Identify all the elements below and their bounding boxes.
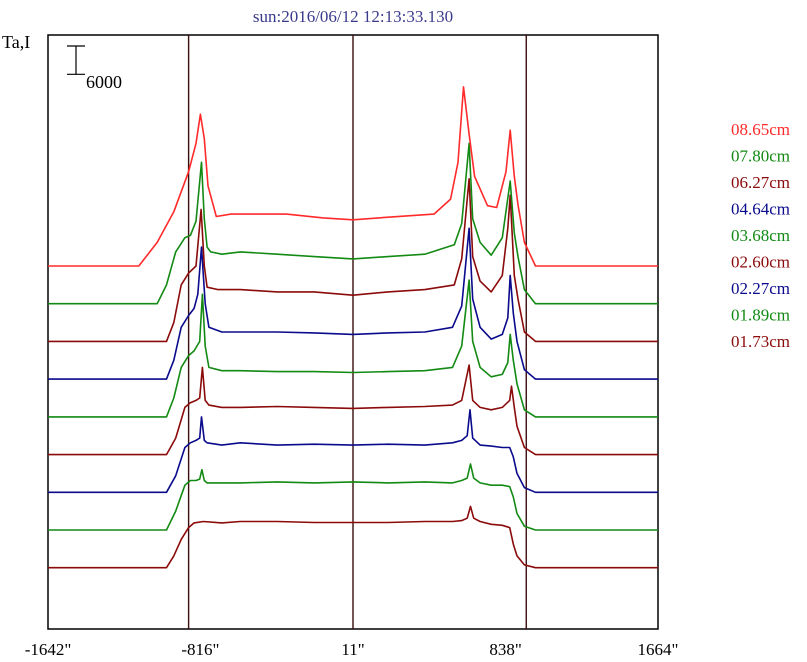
series-line-07.80cm <box>48 142 658 305</box>
x-tick-label-0: -1642" <box>25 640 72 659</box>
legend-entry-02.60cm: 02.60cm <box>731 253 790 272</box>
series-line-01.89cm <box>48 463 658 531</box>
legend-entry-02.27cm: 02.27cm <box>731 279 790 298</box>
series-line-02.27cm <box>48 408 658 494</box>
series-line-08.65cm <box>48 86 658 267</box>
legend: 08.65cm 07.80cm 06.27cm 04.64cm 03.68cm 02.60… <box>731 120 790 351</box>
x-tick-label-1: -816" <box>181 640 219 659</box>
x-tick-label-3: 838" <box>489 640 521 659</box>
legend-entry-08.65cm: 08.65cm <box>731 120 790 139</box>
series-line-04.64cm <box>48 227 658 380</box>
legend-entry-06.27cm: 06.27cm <box>731 173 790 192</box>
x-tick-label-2: 11" <box>341 640 364 659</box>
series-line-01.73cm <box>48 505 658 569</box>
x-tick-label-4: 1664" <box>638 640 679 659</box>
reference-lines <box>187 35 527 629</box>
series-line-03.68cm <box>48 279 658 418</box>
chart-title: sun:2016/06/12 12:13:33.130 <box>253 7 453 26</box>
series-line-02.60cm <box>48 364 658 456</box>
y-axis-label: Ta,I <box>2 32 30 52</box>
series-group <box>48 86 658 569</box>
legend-entry-04.64cm: 04.64cm <box>731 200 790 219</box>
scale-bar-label: 6000 <box>86 72 122 92</box>
scale-bar: 6000 <box>67 45 122 92</box>
legend-entry-03.68cm: 03.68cm <box>731 226 790 245</box>
series-line-06.27cm <box>48 178 658 343</box>
x-axis-ticks: -1642" -816" 11" 838" 1664" <box>25 640 679 659</box>
legend-entry-01.89cm: 01.89cm <box>731 306 790 325</box>
legend-entry-01.73cm: 01.73cm <box>731 332 790 351</box>
legend-entry-07.80cm: 07.80cm <box>731 147 790 166</box>
